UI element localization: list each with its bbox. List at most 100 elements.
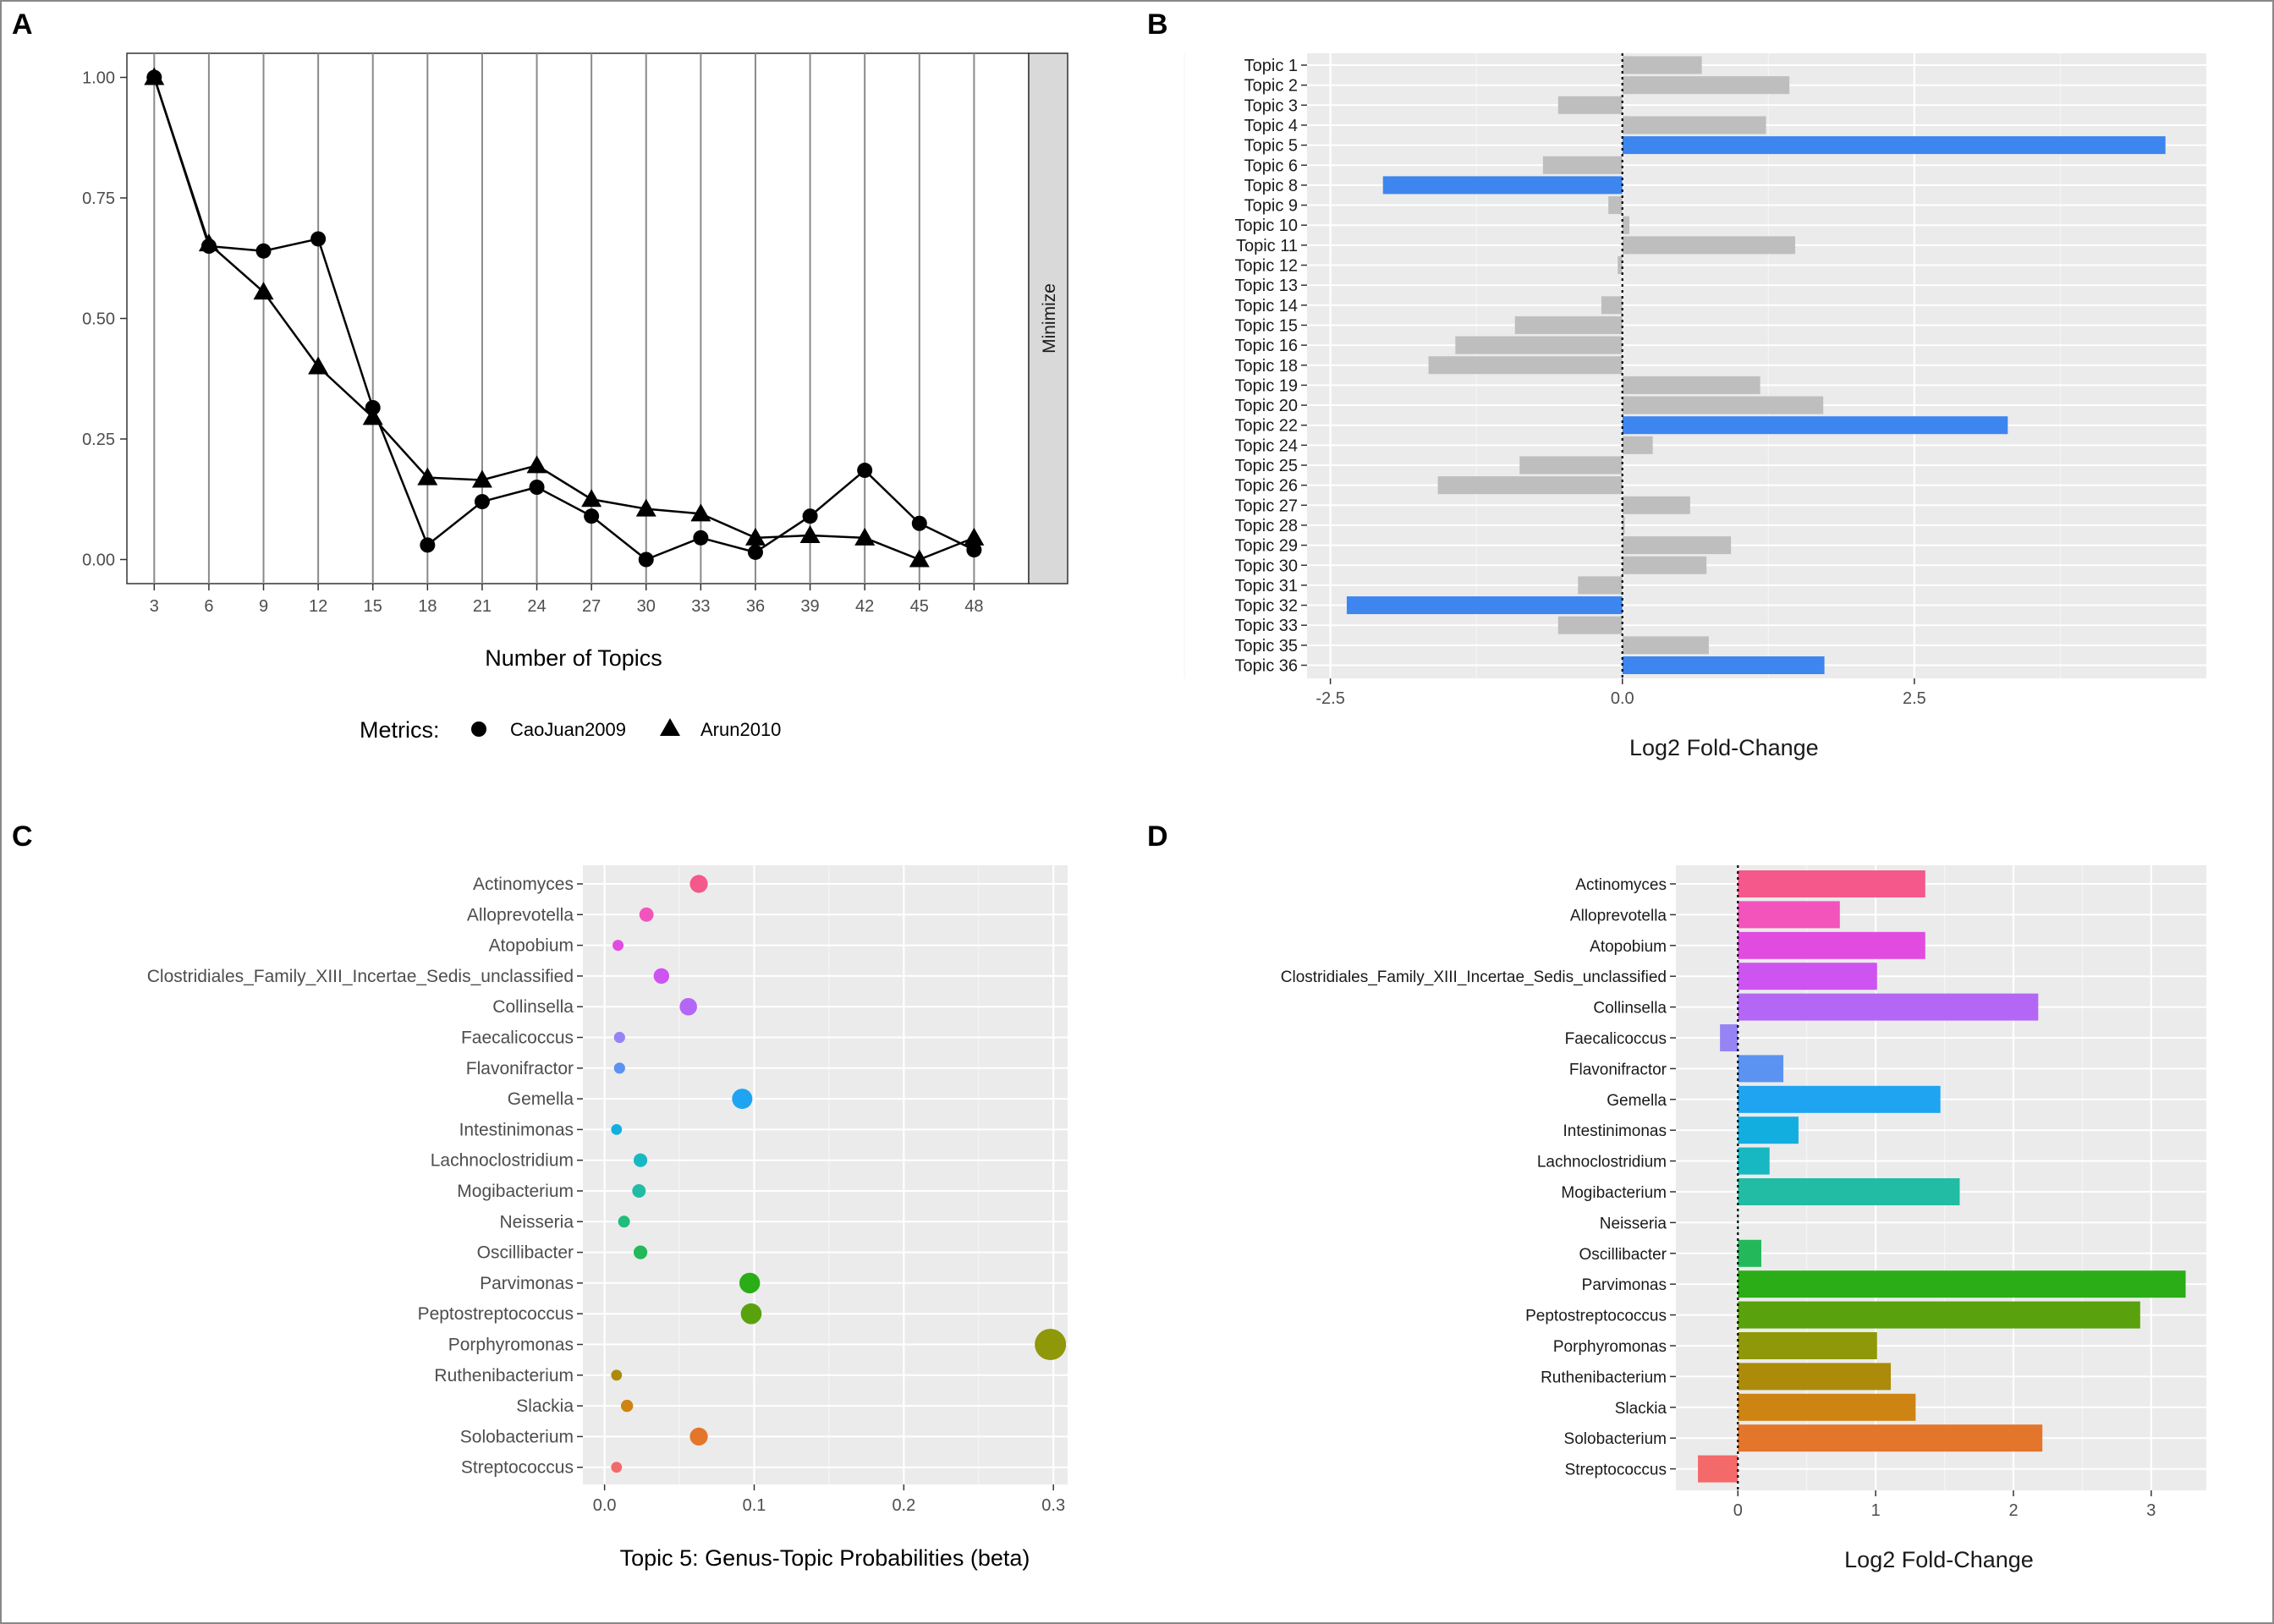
data-point-circle	[966, 542, 982, 558]
data-point-triangle	[144, 67, 165, 85]
panel-letter-a: A	[12, 8, 33, 41]
y-category-label: Topic 19	[1235, 376, 1299, 395]
y-category-label: Actinomyces	[473, 875, 574, 894]
data-point	[611, 1462, 623, 1473]
legend-title: Metrics:	[360, 717, 440, 743]
y-category-label: Faecalicoccus	[461, 1029, 574, 1048]
bar	[1622, 416, 2008, 435]
data-point	[613, 1031, 625, 1044]
data-point	[633, 1153, 648, 1167]
bar	[1557, 96, 1623, 114]
bar	[1557, 616, 1623, 634]
bar	[1622, 496, 1690, 514]
bar	[1738, 963, 1877, 990]
data-point	[620, 1399, 634, 1413]
y-category-label: Topic 32	[1235, 597, 1299, 616]
y-category-label: Topic 35	[1235, 637, 1299, 656]
y-category-label: Topic 3	[1244, 96, 1298, 115]
y-category-label: Lachnoclostridium	[431, 1151, 574, 1171]
y-category-label: Topic 15	[1235, 316, 1299, 335]
x-tick-label: 27	[582, 597, 601, 616]
bar	[1738, 993, 2039, 1021]
x-tick-label: 30	[637, 597, 656, 616]
bar	[1622, 236, 1796, 255]
bar	[1382, 176, 1623, 195]
y-tick-label: 0.75	[82, 189, 115, 208]
x-tick-label: 2	[2008, 1501, 2018, 1520]
y-category-label: Atopobium	[489, 936, 574, 956]
y-category-label: Topic 26	[1235, 477, 1299, 496]
y-category-label: Intestinimonas	[459, 1120, 574, 1139]
legend-label: Arun2010	[700, 719, 781, 740]
y-category-label: Atopobium	[1590, 938, 1667, 956]
y-category-label: Topic 28	[1235, 517, 1299, 535]
y-category-label: Topic 24	[1235, 436, 1299, 455]
data-point-triangle	[308, 356, 329, 375]
y-category-label: Collinsella	[1593, 1000, 1667, 1018]
bar	[1622, 656, 1825, 674]
bar	[1622, 116, 1766, 134]
bar	[1618, 256, 1623, 274]
y-category-label: Topic 12	[1235, 257, 1299, 276]
bar	[1622, 556, 1707, 574]
y-category-label: Faecalicoccus	[1565, 1030, 1667, 1048]
data-point	[632, 1184, 646, 1198]
data-point	[639, 907, 654, 922]
bar	[1738, 1147, 1770, 1175]
x-tick-label: 0.0	[593, 1496, 617, 1515]
data-point	[633, 1245, 648, 1259]
data-point	[732, 1089, 753, 1110]
bar	[1738, 1178, 1960, 1205]
bar	[1622, 216, 1630, 234]
data-point-triangle	[635, 498, 656, 517]
bar	[1738, 1239, 1761, 1267]
data-point-triangle	[690, 503, 711, 522]
data-point	[689, 1427, 708, 1446]
bar	[1738, 1424, 2043, 1452]
y-category-label: Slackia	[516, 1396, 574, 1416]
bar	[1622, 76, 1790, 95]
y-category-label: Topic 33	[1235, 617, 1299, 635]
bar	[1738, 931, 1925, 959]
x-tick-label: 6	[204, 597, 213, 616]
data-point-triangle	[417, 467, 438, 486]
data-point	[618, 1215, 630, 1228]
x-tick-label: 33	[691, 597, 710, 616]
bar	[1622, 136, 2166, 155]
bar	[1519, 456, 1623, 475]
y-tick-label: 1.00	[82, 69, 115, 88]
bar	[1738, 1393, 1916, 1421]
x-axis-title: Log2 Fold-Change	[1629, 735, 1819, 760]
bar	[1738, 1055, 1784, 1083]
bar	[1578, 576, 1623, 595]
x-tick-label: 0	[1733, 1501, 1743, 1520]
x-axis-title: Number of Topics	[485, 645, 662, 671]
bar	[1720, 1024, 1738, 1051]
y-category-label: Topic 6	[1244, 156, 1298, 175]
bar	[1738, 1270, 2186, 1298]
y-category-label: Oscillibacter	[477, 1243, 574, 1263]
data-point	[611, 1369, 623, 1381]
y-category-label: Parvimonas	[480, 1274, 574, 1293]
y-category-label: Topic 18	[1235, 357, 1299, 376]
data-point	[679, 997, 697, 1016]
x-tick-label: 12	[309, 597, 327, 616]
y-tick-label: 0.25	[82, 431, 115, 449]
panel-c-genus-probability-dots: 0.0 0.1 0.2 0.3 Actinomyces Alloprevotella Ato…	[147, 865, 1068, 1571]
x-tick-label: 24	[527, 597, 546, 616]
bar	[1428, 356, 1623, 375]
legend-label: CaoJuan2009	[510, 719, 626, 740]
y-category-label: Mogibacterium	[1561, 1184, 1667, 1202]
bar	[1601, 296, 1623, 315]
y-category-label: Alloprevotella	[1570, 907, 1667, 924]
y-category-label: Topic 16	[1235, 337, 1299, 355]
x-tick-label: 3	[2146, 1501, 2156, 1520]
data-point	[740, 1303, 762, 1325]
data-point-circle	[693, 529, 709, 546]
data-point-triangle	[362, 407, 383, 425]
data-point	[689, 875, 708, 893]
facet-strip	[1028, 52, 1068, 584]
